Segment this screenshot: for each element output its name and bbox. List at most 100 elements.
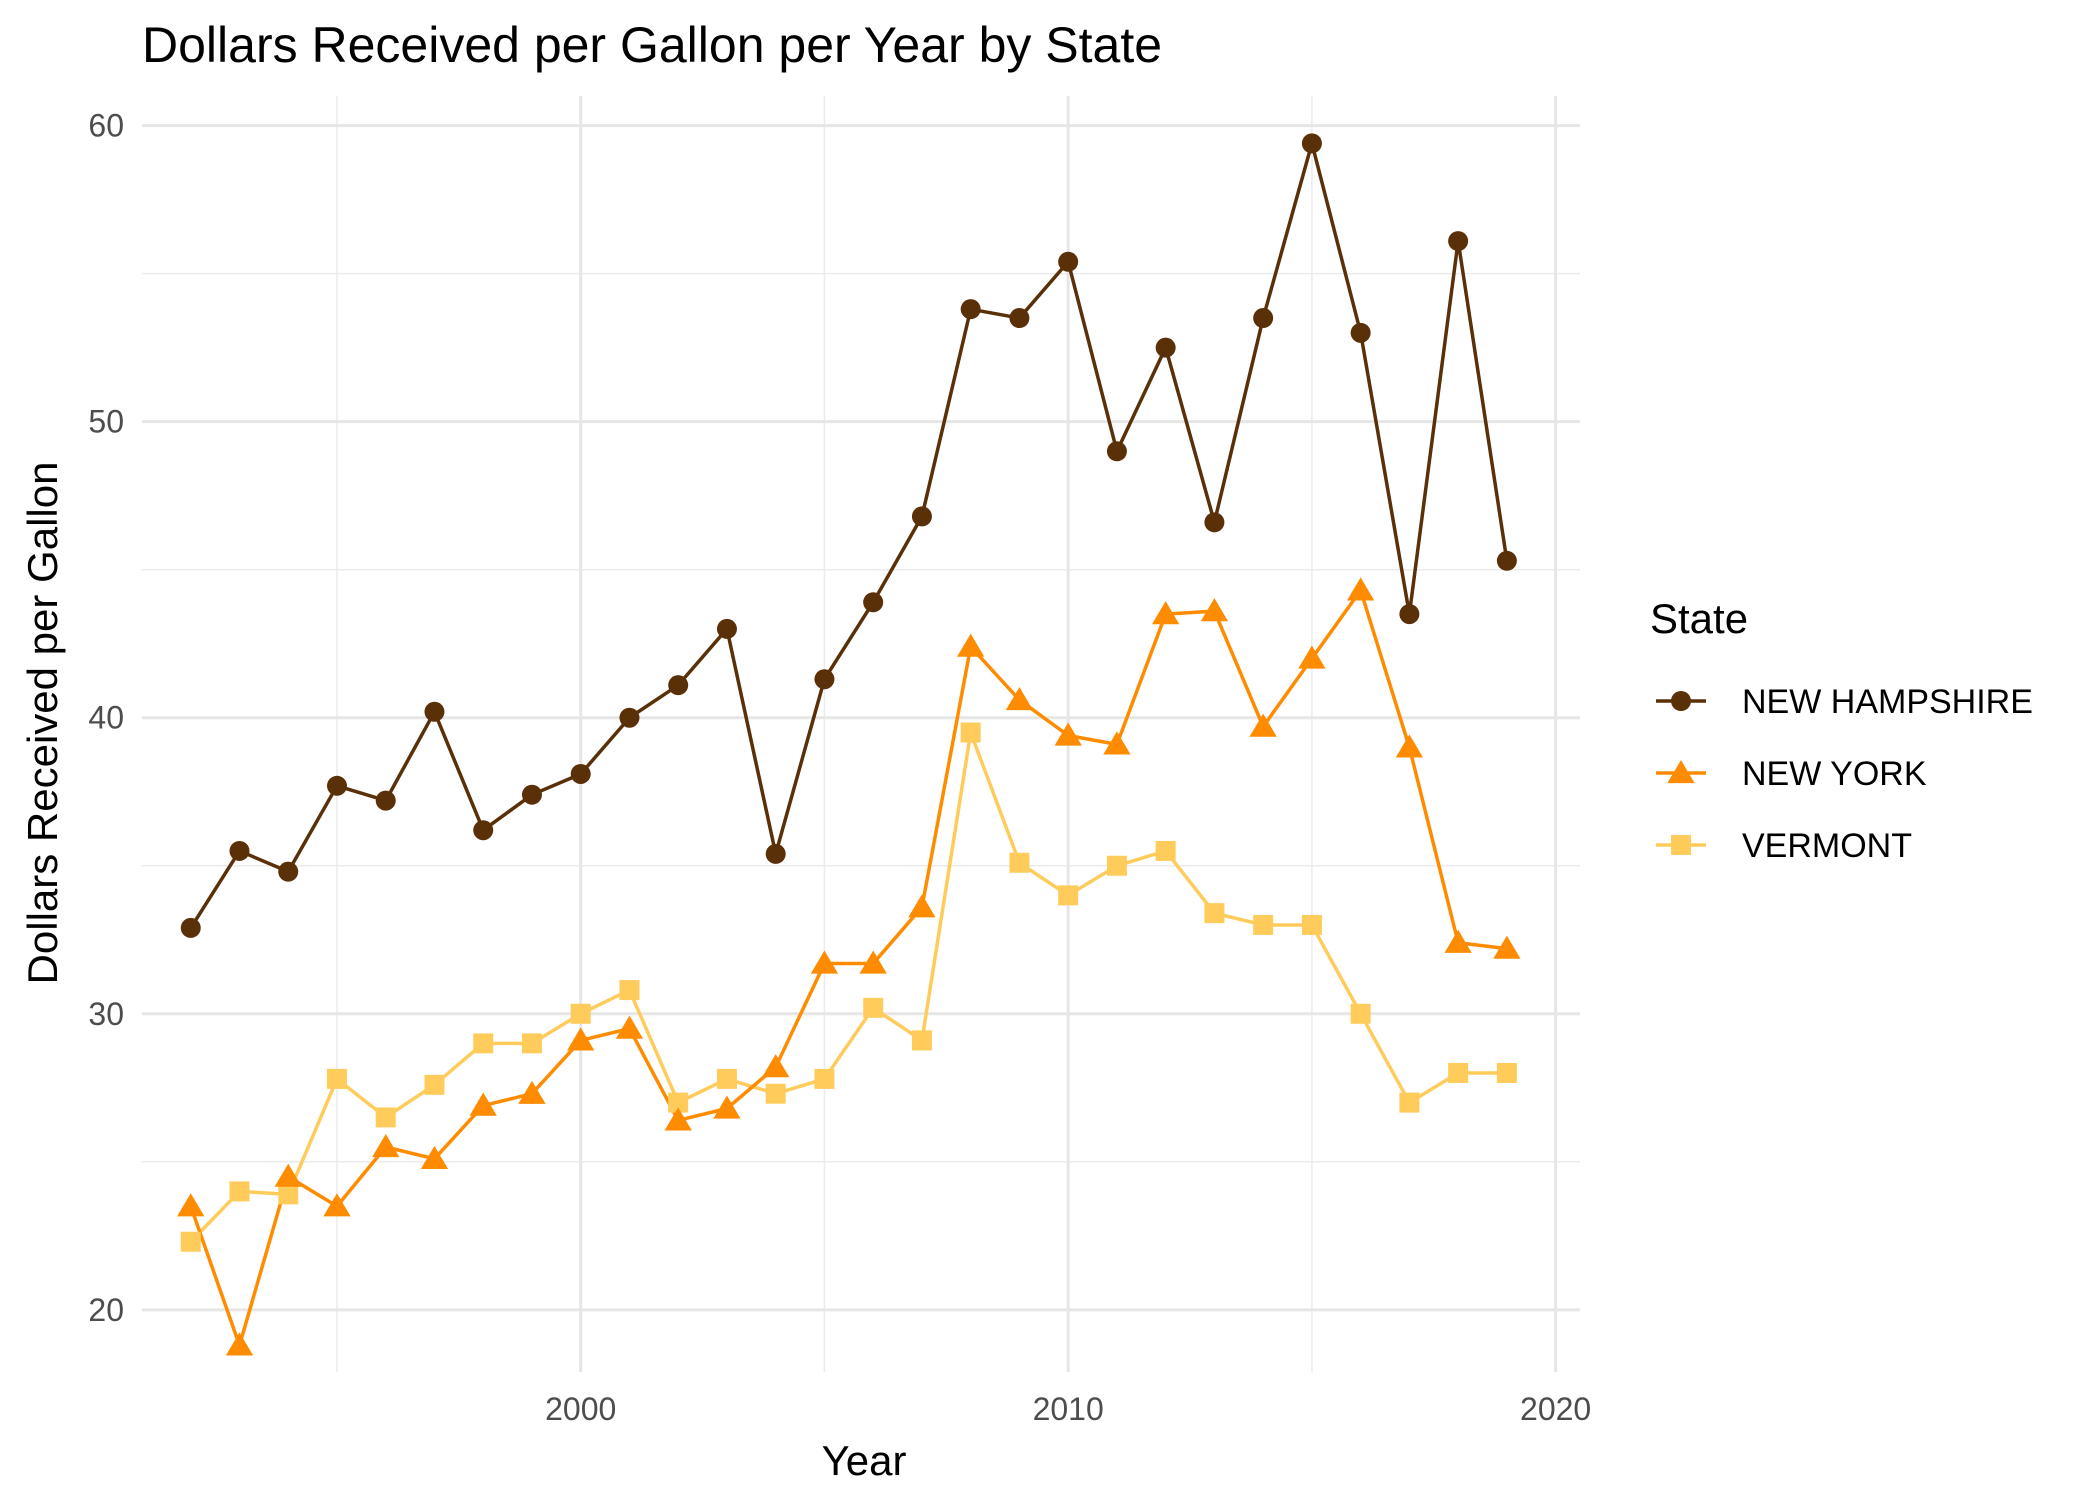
data-point-new-york — [713, 1095, 741, 1119]
data-point-new-hampshire — [1058, 251, 1079, 272]
series-line-new-hampshire — [189, 141, 1509, 929]
data-point-new-hampshire — [473, 820, 494, 841]
data-point-new-hampshire — [521, 784, 542, 805]
data-point-new-york — [1005, 686, 1034, 711]
data-point-vermont — [521, 1033, 542, 1054]
chart-title: Dollars Received per Gallon per Year by … — [142, 17, 1162, 73]
data-point-new-york — [225, 1332, 254, 1356]
data-point-new-hampshire — [570, 763, 591, 784]
x-axis-title: Year — [822, 1437, 907, 1484]
data-point-vermont — [1058, 885, 1079, 906]
data-point-new-hampshire — [180, 917, 201, 938]
data-point-new-hampshire — [765, 843, 786, 864]
data-point-vermont — [570, 1003, 591, 1024]
data-point-new-hampshire — [863, 592, 884, 613]
data-point-vermont — [1155, 840, 1176, 861]
data-point-vermont — [716, 1068, 737, 1089]
data-point-vermont — [1204, 903, 1225, 924]
legend-label: NEW HAMPSHIRE — [1742, 683, 2033, 721]
data-point-new-hampshire — [1350, 322, 1371, 343]
data-point-vermont — [814, 1068, 835, 1089]
data-point-new-york — [908, 894, 936, 918]
y-axis-ticks: 20 30 40 50 60 — [88, 108, 124, 1328]
y-tick-label: 60 — [88, 108, 124, 144]
data-point-new-hampshire — [1106, 441, 1127, 462]
legend-key-marker — [1671, 835, 1691, 855]
data-point-new-york — [1054, 722, 1082, 746]
data-point-vermont — [229, 1181, 250, 1202]
x-tick-label: 2010 — [1033, 1391, 1104, 1427]
data-point-vermont — [326, 1068, 347, 1089]
data-point-new-hampshire — [278, 861, 299, 882]
data-point-vermont — [911, 1030, 932, 1051]
data-point-vermont — [1253, 914, 1274, 935]
data-point-new-hampshire — [1204, 512, 1225, 533]
data-point-new-hampshire — [1448, 231, 1469, 252]
data-point-new-york — [567, 1027, 595, 1051]
data-point-vermont — [863, 997, 884, 1018]
legend-key-marker — [1667, 760, 1695, 784]
data-point-new-york — [1395, 734, 1424, 758]
y-axis-title: Dollars Received per Gallon — [19, 462, 66, 985]
data-point-new-york — [1444, 929, 1472, 953]
data-point-new-hampshire — [1496, 550, 1517, 571]
data-point-new-york — [420, 1145, 449, 1169]
data-point-new-hampshire — [1253, 308, 1274, 329]
data-point-vermont — [278, 1184, 299, 1205]
data-point-vermont — [180, 1231, 201, 1252]
data-point-vermont — [1448, 1062, 1469, 1083]
legend: State NEW HAMPSHIRE NEW YORK VERMONT — [1650, 595, 2033, 865]
data-point-new-york — [762, 1054, 790, 1078]
data-point-new-hampshire — [1399, 604, 1420, 625]
data-point-vermont — [960, 722, 981, 743]
legend-label: VERMONT — [1742, 827, 1912, 865]
data-point-new-york — [810, 950, 839, 974]
data-point-new-hampshire — [814, 669, 835, 690]
series-lines — [189, 141, 1509, 1348]
y-tick-label: 30 — [88, 996, 124, 1032]
data-point-new-hampshire — [326, 775, 347, 796]
data-point-vermont — [1301, 914, 1322, 935]
data-point-new-york — [518, 1080, 546, 1104]
data-point-new-hampshire — [424, 701, 445, 722]
data-point-new-york — [323, 1193, 351, 1217]
data-point-new-york — [1493, 935, 1521, 959]
data-point-new-york — [1346, 577, 1375, 601]
data-point-vermont — [1350, 1003, 1371, 1024]
data-point-new-york — [1103, 731, 1131, 755]
data-point-vermont — [668, 1092, 689, 1113]
data-point-new-hampshire — [229, 840, 250, 861]
data-point-new-hampshire — [1155, 337, 1176, 358]
data-point-vermont — [619, 980, 640, 1001]
data-point-new-york — [664, 1107, 692, 1131]
data-point-new-york — [469, 1092, 497, 1116]
legend-item-vermont: VERMONT — [1656, 827, 1912, 865]
series-points — [177, 133, 1521, 1356]
data-point-new-hampshire — [716, 618, 737, 639]
data-point-new-hampshire — [911, 506, 932, 527]
data-point-new-hampshire — [1301, 133, 1322, 154]
data-point-new-york — [274, 1163, 302, 1187]
data-point-new-hampshire — [668, 675, 689, 696]
legend-item-new-york: NEW YORK — [1656, 755, 1927, 793]
legend-item-new-hampshire: NEW HAMPSHIRE — [1656, 683, 2033, 721]
data-point-new-york — [1200, 598, 1229, 622]
legend-title: State — [1650, 595, 1748, 642]
data-point-new-york — [1152, 601, 1180, 625]
y-tick-label: 40 — [88, 700, 124, 736]
x-tick-label: 2020 — [1520, 1391, 1591, 1427]
data-point-new-hampshire — [1009, 308, 1030, 329]
series-line-vermont — [189, 730, 1507, 1243]
data-point-new-york — [177, 1193, 205, 1217]
data-point-vermont — [1009, 852, 1030, 873]
data-point-vermont — [1399, 1092, 1420, 1113]
data-point-new-york — [1249, 713, 1277, 737]
data-point-new-york — [1298, 645, 1326, 669]
legend-label: NEW YORK — [1742, 755, 1927, 793]
x-tick-label: 2000 — [545, 1391, 616, 1427]
y-tick-label: 20 — [88, 1292, 124, 1328]
data-point-new-york — [615, 1015, 644, 1039]
data-point-new-york — [859, 950, 887, 974]
legend-key-marker — [1671, 691, 1691, 711]
